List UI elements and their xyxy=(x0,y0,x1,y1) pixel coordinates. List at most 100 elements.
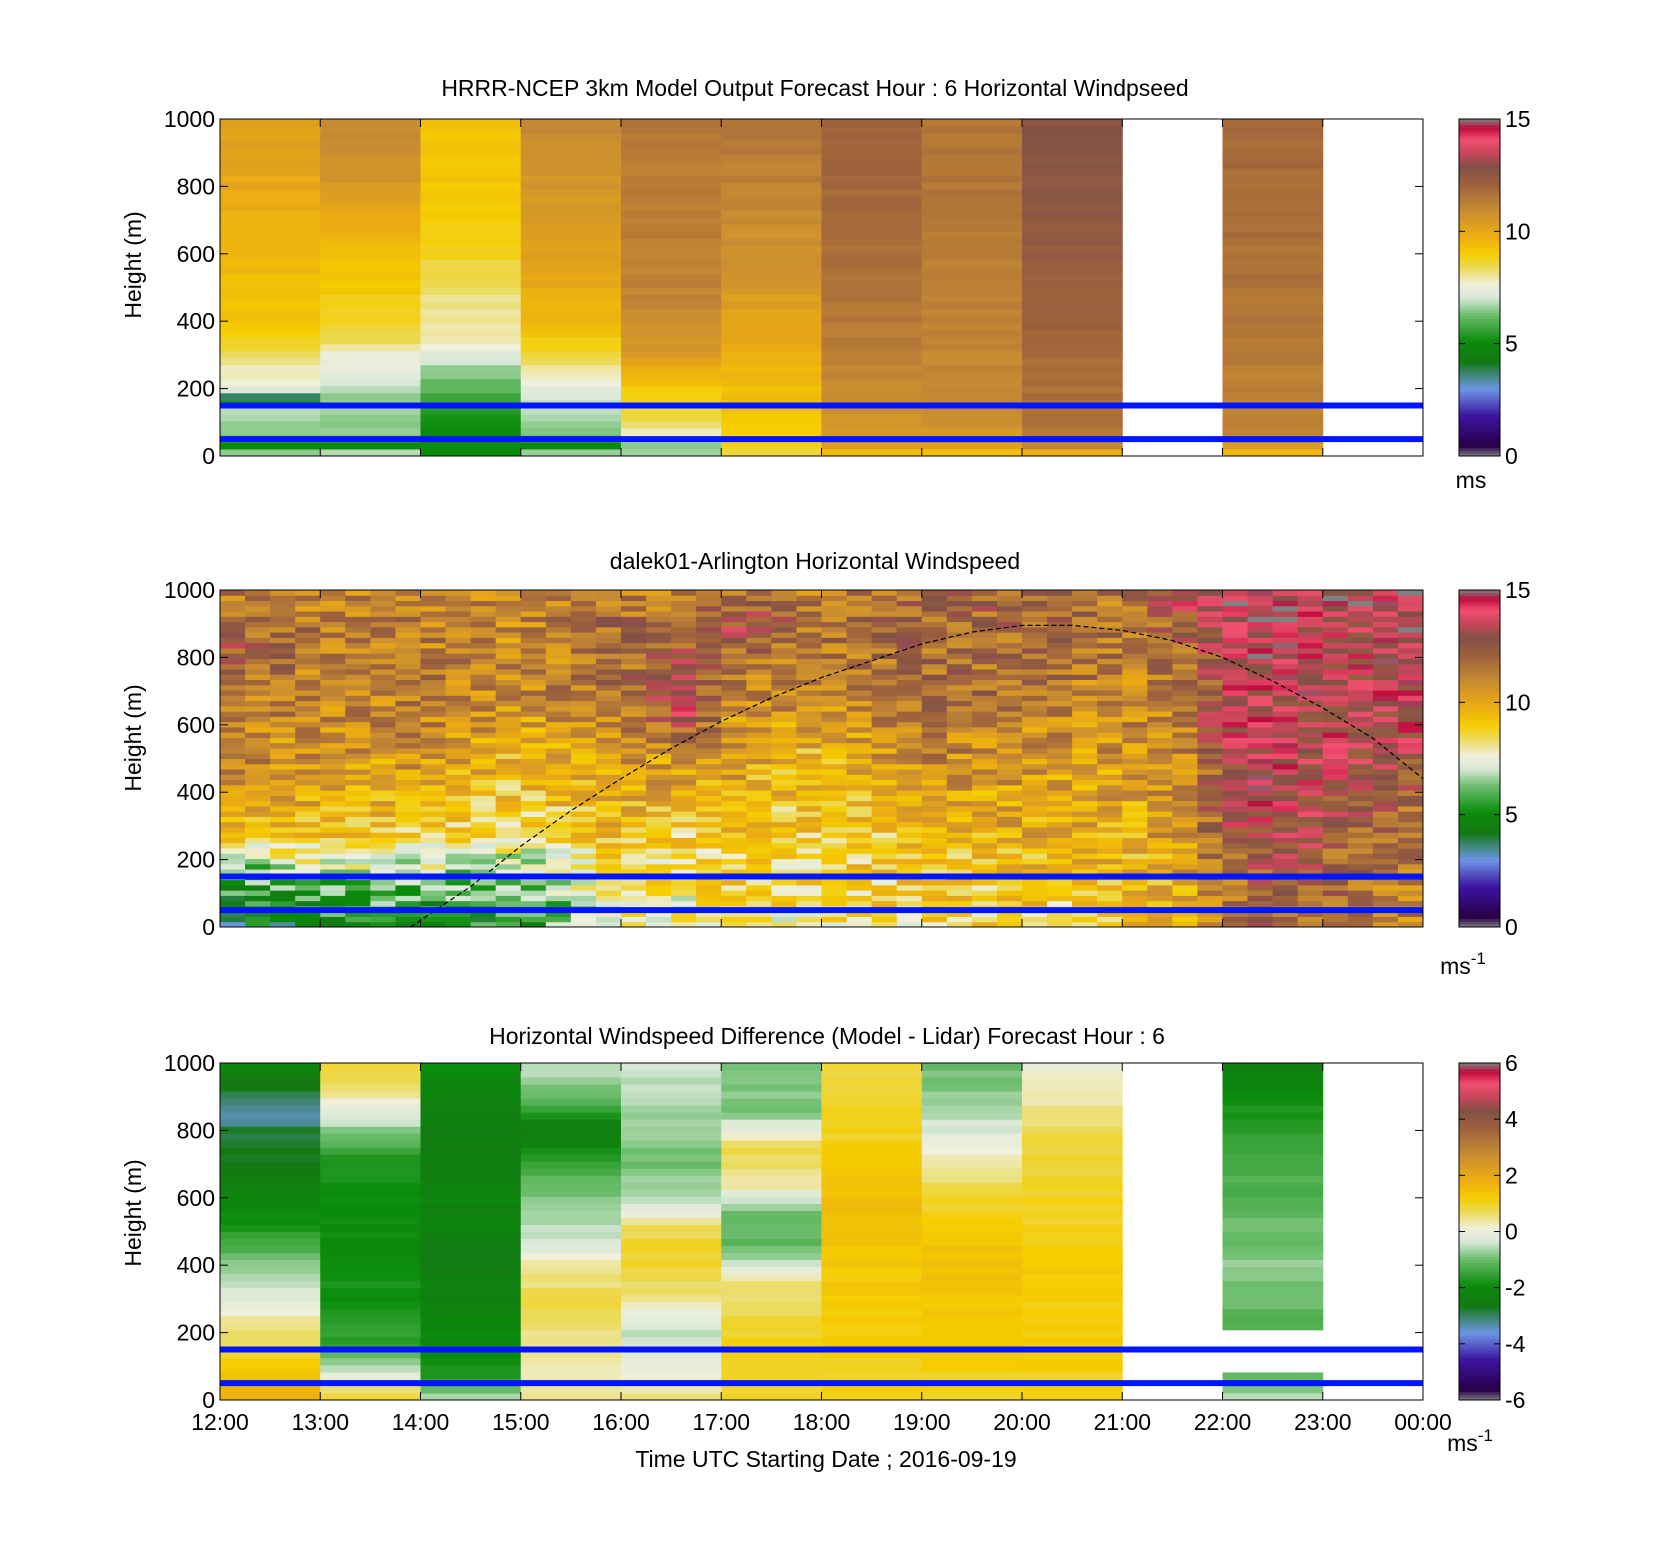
data-cell xyxy=(921,1322,1023,1331)
data-cell xyxy=(1397,895,1424,902)
data-cell xyxy=(1347,805,1374,812)
colorbar-segment xyxy=(1459,1388,1500,1393)
data-cell xyxy=(671,663,697,670)
data-cell xyxy=(846,711,873,717)
data-cell xyxy=(871,779,898,786)
data-cell xyxy=(570,826,597,833)
data-cell xyxy=(295,695,321,702)
data-cell xyxy=(1147,732,1173,738)
data-cell xyxy=(896,600,923,607)
data-cell xyxy=(1247,626,1274,633)
data-cell xyxy=(320,1175,421,1183)
data-cell xyxy=(621,1217,722,1225)
data-cell xyxy=(445,779,472,786)
data-cell xyxy=(621,1154,722,1162)
data-cell xyxy=(595,911,622,917)
data-cell xyxy=(1347,726,1374,733)
data-cell xyxy=(771,900,797,907)
data-cell xyxy=(320,350,421,359)
data-cell xyxy=(896,705,923,712)
data-cell xyxy=(1247,726,1274,733)
data-cell xyxy=(1222,600,1249,607)
data-cell xyxy=(270,821,296,828)
data-cell xyxy=(621,805,647,812)
data-cell xyxy=(1272,690,1299,696)
colorbar-segment xyxy=(1459,1093,1500,1098)
data-cell xyxy=(721,1133,822,1141)
data-cell xyxy=(470,595,497,602)
data-cell xyxy=(1097,832,1123,838)
data-cell xyxy=(996,800,1023,807)
data-cell xyxy=(921,1336,1023,1345)
data-cell xyxy=(621,1364,722,1373)
data-cell xyxy=(1247,821,1274,828)
data-cell xyxy=(996,842,1023,849)
colorbar-segment xyxy=(1459,1166,1500,1171)
data-cell xyxy=(1022,784,1048,791)
data-cell xyxy=(495,858,522,865)
data-cell xyxy=(721,1238,822,1247)
data-cell xyxy=(1122,637,1148,644)
data-cell xyxy=(345,895,371,902)
data-cell xyxy=(1247,826,1274,833)
data-cell xyxy=(1297,737,1324,744)
data-cell xyxy=(871,711,898,717)
data-cell xyxy=(946,642,973,649)
data-cell xyxy=(1222,287,1324,296)
data-cell xyxy=(1222,1385,1324,1394)
data-cell xyxy=(846,753,873,759)
data-cell xyxy=(946,811,973,817)
data-cell xyxy=(420,790,447,796)
data-cell xyxy=(1097,742,1123,749)
colorbar-segment xyxy=(1459,604,1500,608)
data-cell xyxy=(646,774,672,781)
data-cell xyxy=(946,626,973,633)
data-cell xyxy=(646,890,672,896)
data-cell xyxy=(871,647,898,654)
data-cell xyxy=(996,700,1023,707)
data-cell xyxy=(871,600,898,607)
data-cell xyxy=(420,1308,522,1317)
data-cell xyxy=(320,848,346,854)
data-cell xyxy=(671,884,697,891)
data-cell xyxy=(1397,742,1424,749)
data-cell xyxy=(1222,259,1324,267)
data-cell xyxy=(220,853,246,860)
data-cell xyxy=(921,1126,1023,1134)
y-tick-label: 400 xyxy=(177,308,215,334)
data-cell xyxy=(921,210,1023,218)
data-cell xyxy=(1022,858,1048,865)
data-cell xyxy=(1022,679,1048,686)
data-cell xyxy=(1297,821,1324,828)
data-cell xyxy=(621,1063,722,1071)
data-cell xyxy=(420,763,447,770)
y-tick-label: 0 xyxy=(202,443,215,469)
data-cell xyxy=(721,653,747,659)
data-cell xyxy=(621,413,722,422)
data-cell xyxy=(320,726,346,733)
data-cell xyxy=(570,884,597,891)
data-cell xyxy=(1022,1308,1123,1317)
data-cell xyxy=(1222,642,1249,649)
data-cell xyxy=(1172,890,1198,896)
data-cell xyxy=(495,642,522,649)
colorbar-segment xyxy=(1459,290,1500,294)
data-cell xyxy=(1047,921,1073,928)
data-cell xyxy=(971,605,998,612)
data-cell xyxy=(1147,916,1173,923)
data-cell xyxy=(721,1224,822,1232)
data-cell xyxy=(1097,590,1123,596)
data-cell xyxy=(921,832,948,838)
data-cell xyxy=(370,895,396,902)
data-cell xyxy=(1122,863,1148,870)
data-cell xyxy=(270,784,296,791)
data-cell xyxy=(445,842,472,849)
data-cell xyxy=(1022,653,1048,659)
data-cell xyxy=(1022,1322,1123,1331)
data-cell xyxy=(220,684,246,691)
data-cell xyxy=(295,658,321,665)
data-cell xyxy=(1197,890,1223,896)
data-cell xyxy=(1247,695,1274,702)
data-cell xyxy=(1247,842,1274,849)
data-cell xyxy=(1172,605,1198,612)
